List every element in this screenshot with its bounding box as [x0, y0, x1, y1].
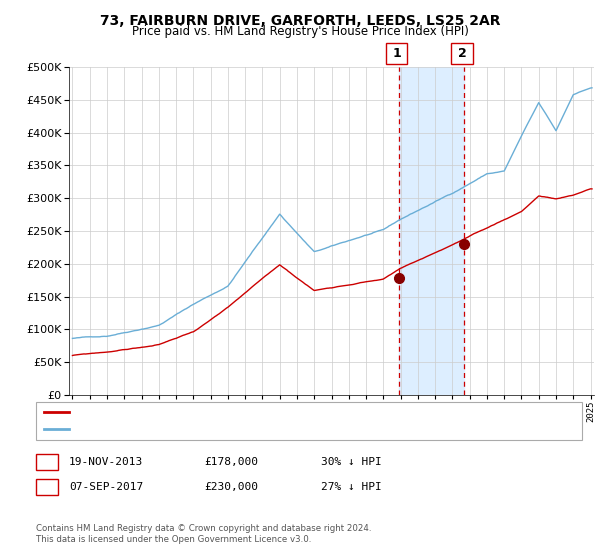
Text: 27% ↓ HPI: 27% ↓ HPI — [321, 482, 382, 492]
Text: 07-SEP-2017: 07-SEP-2017 — [69, 482, 143, 492]
Bar — [399, 67, 464, 395]
Text: 2: 2 — [458, 47, 466, 60]
Text: 30% ↓ HPI: 30% ↓ HPI — [321, 457, 382, 467]
Text: 1: 1 — [43, 457, 50, 467]
Text: This data is licensed under the Open Government Licence v3.0.: This data is licensed under the Open Gov… — [36, 535, 311, 544]
Text: 1: 1 — [392, 47, 401, 60]
Text: HPI: Average price, detached house, Leeds: HPI: Average price, detached house, Leed… — [73, 424, 287, 434]
Text: 73, FAIRBURN DRIVE, GARFORTH, LEEDS, LS25 2AR: 73, FAIRBURN DRIVE, GARFORTH, LEEDS, LS2… — [100, 14, 500, 28]
Text: 2: 2 — [43, 482, 50, 492]
Text: £178,000: £178,000 — [204, 457, 258, 467]
Text: 73, FAIRBURN DRIVE, GARFORTH, LEEDS, LS25 2AR (detached house): 73, FAIRBURN DRIVE, GARFORTH, LEEDS, LS2… — [73, 407, 420, 417]
Text: £230,000: £230,000 — [204, 482, 258, 492]
Text: Price paid vs. HM Land Registry's House Price Index (HPI): Price paid vs. HM Land Registry's House … — [131, 25, 469, 38]
Text: Contains HM Land Registry data © Crown copyright and database right 2024.: Contains HM Land Registry data © Crown c… — [36, 524, 371, 533]
Text: 19-NOV-2013: 19-NOV-2013 — [69, 457, 143, 467]
